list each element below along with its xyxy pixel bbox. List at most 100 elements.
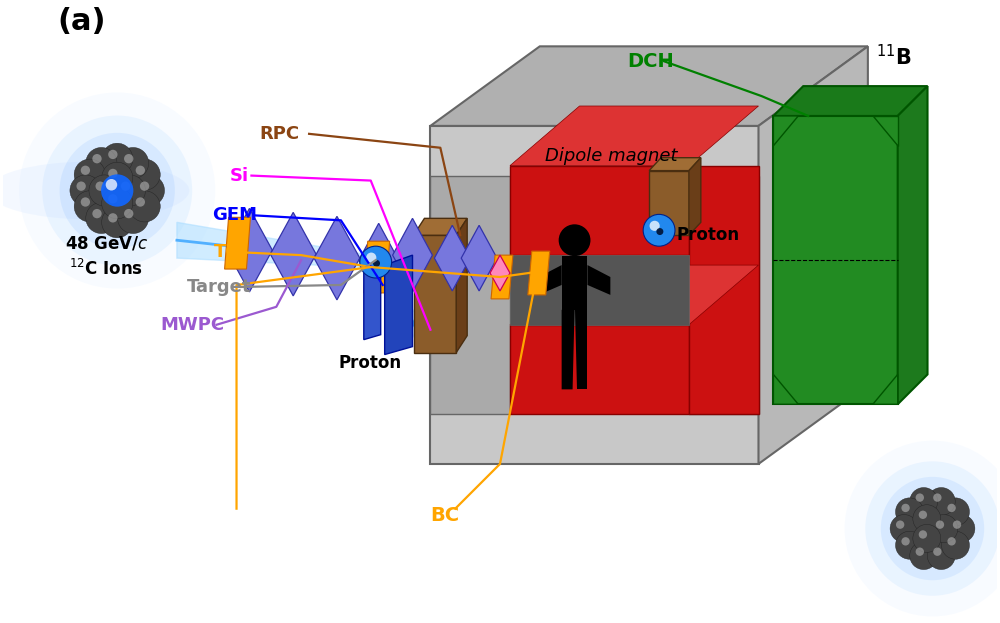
Text: BC: BC <box>430 506 460 525</box>
Polygon shape <box>461 226 497 291</box>
Circle shape <box>136 166 145 175</box>
Circle shape <box>81 197 90 207</box>
Circle shape <box>865 462 1000 596</box>
Polygon shape <box>510 255 689 325</box>
Polygon shape <box>270 212 316 296</box>
Polygon shape <box>528 251 550 295</box>
Polygon shape <box>376 218 659 268</box>
Circle shape <box>927 488 955 515</box>
Polygon shape <box>562 310 575 389</box>
Text: MWPC: MWPC <box>160 316 224 334</box>
Circle shape <box>102 143 133 174</box>
Polygon shape <box>430 46 868 126</box>
Circle shape <box>942 498 969 526</box>
Text: Dipole magnet: Dipole magnet <box>545 146 677 164</box>
Text: TC: TC <box>214 243 239 261</box>
Polygon shape <box>773 86 928 116</box>
Polygon shape <box>562 256 587 310</box>
Text: 48 GeV/$c$
$^{12}$C Ions: 48 GeV/$c$ $^{12}$C Ions <box>65 235 148 279</box>
Circle shape <box>916 493 924 502</box>
Polygon shape <box>539 265 562 295</box>
Polygon shape <box>376 256 420 349</box>
Circle shape <box>102 188 133 219</box>
Circle shape <box>916 548 924 556</box>
Circle shape <box>650 221 660 231</box>
Circle shape <box>559 224 590 256</box>
Polygon shape <box>873 374 898 404</box>
Polygon shape <box>430 126 759 464</box>
Circle shape <box>121 181 130 191</box>
Polygon shape <box>456 218 467 353</box>
Polygon shape <box>434 226 470 291</box>
Circle shape <box>901 504 910 512</box>
Circle shape <box>881 477 984 580</box>
Text: RPC: RPC <box>259 125 300 143</box>
Circle shape <box>933 548 942 556</box>
Circle shape <box>373 260 380 267</box>
Circle shape <box>942 531 969 559</box>
Polygon shape <box>227 209 272 292</box>
Circle shape <box>89 175 120 206</box>
Polygon shape <box>414 218 467 235</box>
Polygon shape <box>359 223 399 297</box>
Circle shape <box>42 115 192 265</box>
Text: DCH: DCH <box>627 52 674 71</box>
Circle shape <box>108 194 118 204</box>
Polygon shape <box>587 265 610 295</box>
Text: Target: Target <box>187 278 251 296</box>
Circle shape <box>910 488 938 515</box>
Circle shape <box>896 498 923 526</box>
Polygon shape <box>314 216 360 300</box>
Circle shape <box>108 150 118 159</box>
Circle shape <box>896 531 923 559</box>
Circle shape <box>936 520 944 529</box>
Polygon shape <box>491 255 513 299</box>
Circle shape <box>910 541 938 569</box>
Polygon shape <box>430 176 510 414</box>
Circle shape <box>74 159 105 190</box>
Circle shape <box>947 537 956 546</box>
Circle shape <box>360 246 392 278</box>
Polygon shape <box>773 116 898 404</box>
Circle shape <box>86 148 117 179</box>
Polygon shape <box>510 325 689 414</box>
Circle shape <box>953 520 961 529</box>
Circle shape <box>913 505 941 533</box>
Circle shape <box>70 175 101 206</box>
Circle shape <box>136 197 145 207</box>
Text: Proton: Proton <box>677 226 740 244</box>
Polygon shape <box>689 176 759 414</box>
Text: Proton: Proton <box>339 353 402 371</box>
Polygon shape <box>575 310 587 389</box>
Circle shape <box>366 252 376 263</box>
Polygon shape <box>898 86 928 404</box>
Polygon shape <box>689 166 759 414</box>
Circle shape <box>108 169 118 178</box>
Circle shape <box>896 520 904 529</box>
Text: Si: Si <box>230 166 249 184</box>
Circle shape <box>118 148 149 179</box>
Polygon shape <box>510 265 759 325</box>
Circle shape <box>96 181 105 191</box>
Polygon shape <box>414 235 456 353</box>
Circle shape <box>81 166 90 175</box>
Circle shape <box>901 537 910 546</box>
Text: $^{11}$B: $^{11}$B <box>876 44 912 69</box>
Circle shape <box>114 175 145 206</box>
Circle shape <box>92 209 102 218</box>
Circle shape <box>76 181 86 191</box>
Circle shape <box>656 228 663 235</box>
Circle shape <box>845 440 1000 616</box>
Polygon shape <box>393 218 432 292</box>
Polygon shape <box>225 217 250 269</box>
Circle shape <box>106 179 117 191</box>
Circle shape <box>102 162 133 193</box>
Text: (a): (a) <box>58 7 106 36</box>
Polygon shape <box>177 222 376 268</box>
Circle shape <box>140 181 149 191</box>
Polygon shape <box>385 255 413 354</box>
Circle shape <box>919 511 927 519</box>
Circle shape <box>92 154 102 163</box>
Ellipse shape <box>0 162 189 219</box>
Polygon shape <box>510 166 689 255</box>
